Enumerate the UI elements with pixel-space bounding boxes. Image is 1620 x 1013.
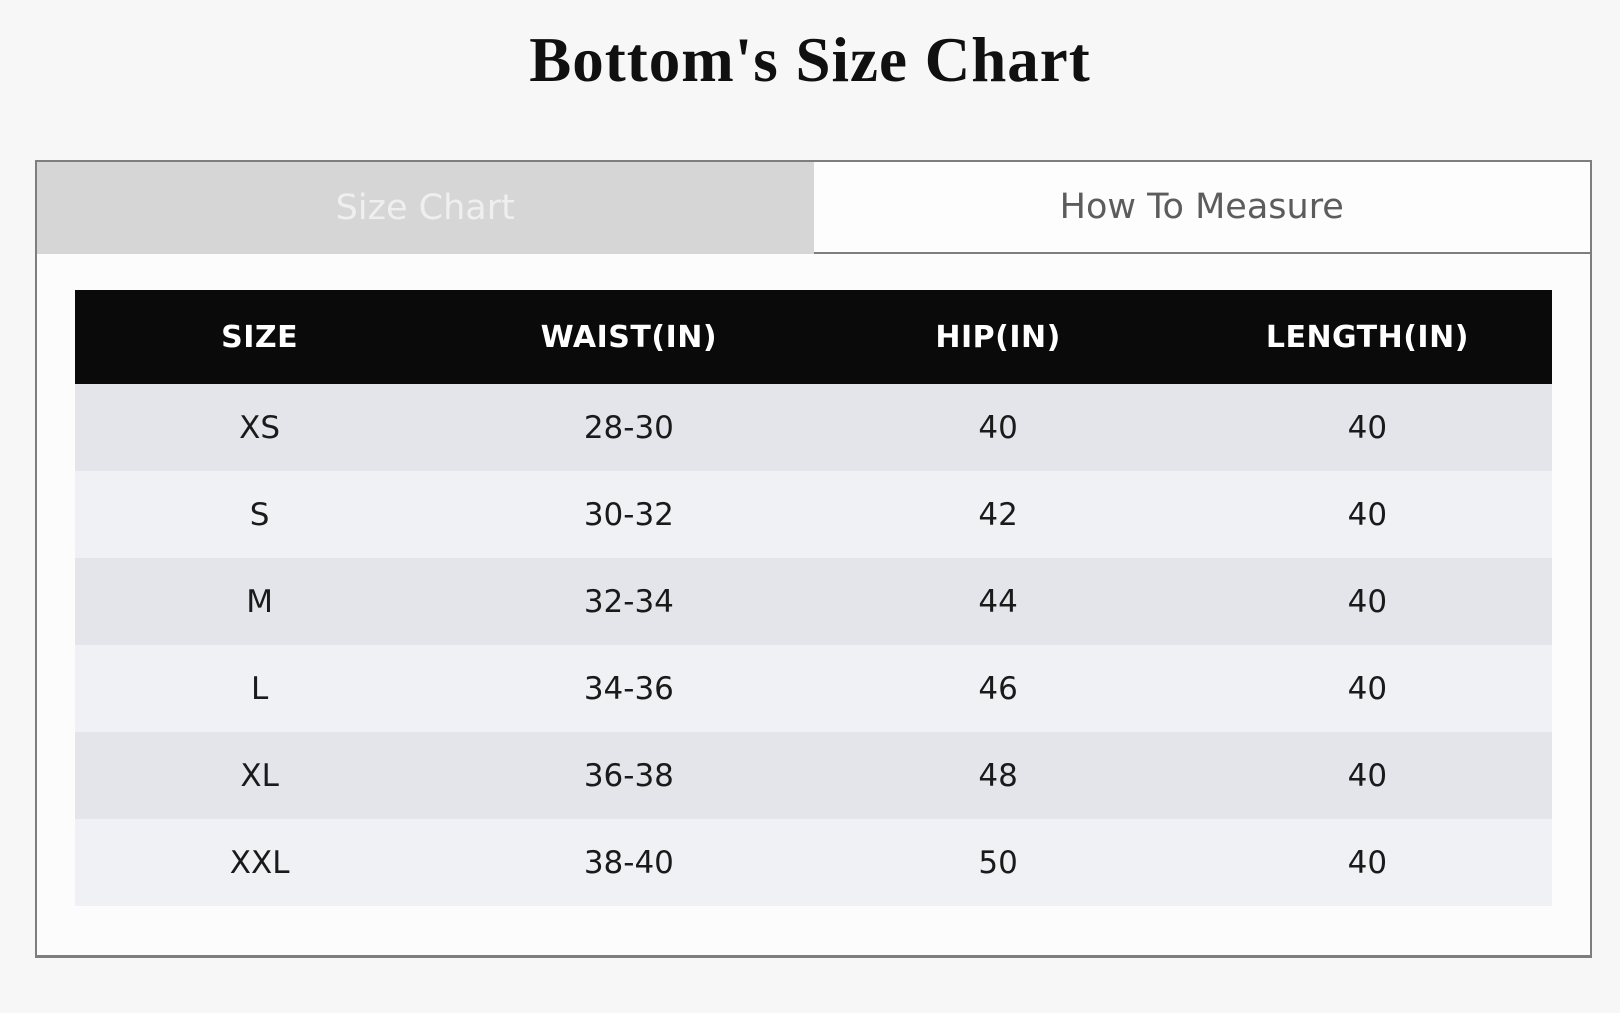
- header-size: SIZE: [75, 290, 445, 384]
- size-table: SIZE WAIST(IN) HIP(IN) LENGTH(IN) XS 28-…: [75, 290, 1552, 906]
- cell-length: 40: [1182, 732, 1552, 819]
- cell-length: 40: [1182, 558, 1552, 645]
- cell-size: XXL: [75, 819, 445, 906]
- header-length: LENGTH(IN): [1182, 290, 1552, 384]
- cell-waist: 32-34: [444, 558, 814, 645]
- size-table-container: SIZE WAIST(IN) HIP(IN) LENGTH(IN) XS 28-…: [37, 254, 1590, 906]
- size-table-body: XS 28-30 40 40 S 30-32 42 40 M 32-34 44 …: [75, 384, 1552, 906]
- cell-hip: 40: [813, 384, 1183, 471]
- cell-length: 40: [1182, 384, 1552, 471]
- cell-waist: 30-32: [444, 471, 814, 558]
- cell-waist: 38-40: [444, 819, 814, 906]
- table-row-s: S 30-32 42 40: [75, 471, 1552, 558]
- size-table-header: SIZE WAIST(IN) HIP(IN) LENGTH(IN): [75, 290, 1552, 384]
- cell-length: 40: [1182, 819, 1552, 906]
- cell-hip: 50: [813, 819, 1183, 906]
- cell-waist: 28-30: [444, 384, 814, 471]
- cell-size: S: [75, 471, 445, 558]
- cell-hip: 48: [813, 732, 1183, 819]
- tab-how-to-measure[interactable]: How To Measure: [813, 162, 1590, 254]
- cell-hip: 46: [813, 645, 1183, 732]
- tab-bar: Size Chart How To Measure: [37, 162, 1590, 254]
- tab-size-chart-label: Size Chart: [335, 188, 515, 228]
- cell-size: L: [75, 645, 445, 732]
- cell-waist: 34-36: [444, 645, 814, 732]
- cell-size: XS: [75, 384, 445, 471]
- table-row-l: L 34-36 46 40: [75, 645, 1552, 732]
- header-waist: WAIST(IN): [444, 290, 814, 384]
- table-row-xl: XL 36-38 48 40: [75, 732, 1552, 819]
- table-row-xxl: XXL 38-40 50 40: [75, 819, 1552, 906]
- header-row: SIZE WAIST(IN) HIP(IN) LENGTH(IN): [75, 290, 1552, 384]
- table-row-xs: XS 28-30 40 40: [75, 384, 1552, 471]
- cell-length: 40: [1182, 471, 1552, 558]
- size-chart-panel: Size Chart How To Measure SIZE WAIST(IN)…: [35, 160, 1592, 958]
- tab-how-to-measure-label: How To Measure: [1059, 187, 1344, 227]
- table-row-m: M 32-34 44 40: [75, 558, 1552, 645]
- cell-length: 40: [1182, 645, 1552, 732]
- tab-size-chart[interactable]: Size Chart: [37, 162, 814, 254]
- header-hip: HIP(IN): [813, 290, 1183, 384]
- cell-waist: 36-38: [444, 732, 814, 819]
- cell-hip: 42: [813, 471, 1183, 558]
- cell-hip: 44: [813, 558, 1183, 645]
- cell-size: XL: [75, 732, 445, 819]
- cell-size: M: [75, 558, 445, 645]
- page-title: Bottom's Size Chart: [529, 25, 1091, 95]
